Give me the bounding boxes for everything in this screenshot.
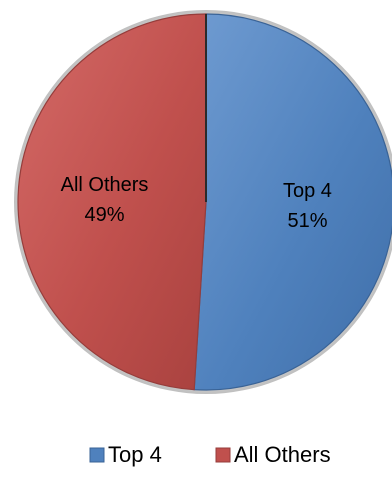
legend: Top 4 All Others: [89, 442, 331, 467]
legend-item-all-others: All Others: [215, 442, 331, 467]
pie-slice-top-4: [193, 13, 392, 391]
legend-swatch: [215, 447, 231, 463]
data-label-value: 49%: [85, 204, 125, 226]
data-label-name: All Others: [61, 174, 149, 196]
pie-slice-all-others: [17, 13, 207, 391]
data-label-name: Top 4: [283, 180, 332, 202]
legend-swatch: [89, 447, 105, 463]
legend-item-top-4: Top 4: [89, 442, 162, 467]
legend-label: Top 4: [108, 442, 162, 467]
pie-data-labels: Top 4 51% All Others 49%: [61, 174, 332, 232]
legend-label: All Others: [234, 442, 331, 467]
pie-slices: [17, 13, 392, 391]
data-label-value: 51%: [287, 210, 327, 232]
